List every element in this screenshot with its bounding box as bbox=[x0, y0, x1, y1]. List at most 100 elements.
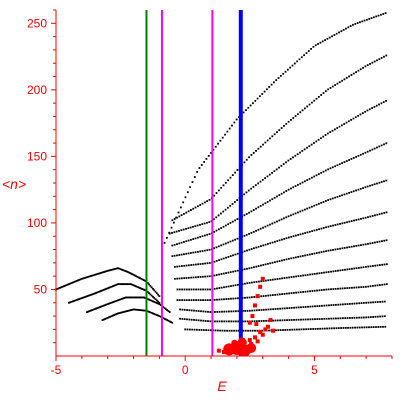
data-point bbox=[370, 326, 373, 329]
data-point bbox=[163, 241, 166, 244]
data-point bbox=[111, 314, 114, 317]
data-point bbox=[367, 285, 370, 288]
data-point bbox=[200, 319, 202, 322]
data-point bbox=[199, 250, 202, 253]
data-point bbox=[327, 288, 330, 291]
data-point bbox=[123, 297, 126, 299]
data-point bbox=[178, 229, 180, 232]
data-point bbox=[84, 276, 87, 279]
data-point bbox=[283, 307, 286, 310]
data-point bbox=[380, 181, 383, 183]
data-point bbox=[290, 306, 293, 309]
data-point bbox=[194, 276, 197, 279]
data-point bbox=[105, 303, 108, 306]
data-point bbox=[119, 311, 122, 314]
data-point bbox=[219, 329, 222, 332]
data-point bbox=[294, 115, 297, 117]
data-point bbox=[279, 75, 282, 77]
data-point bbox=[204, 288, 207, 291]
data-point bbox=[319, 41, 322, 44]
data-point bbox=[277, 329, 280, 332]
data-point bbox=[219, 139, 222, 142]
data-point bbox=[124, 296, 127, 299]
data-point bbox=[334, 270, 337, 272]
data-point bbox=[292, 256, 295, 259]
data-point bbox=[251, 281, 253, 284]
data-point bbox=[214, 311, 216, 313]
data-point bbox=[181, 299, 184, 302]
data-point bbox=[339, 222, 341, 225]
data-point bbox=[338, 125, 341, 128]
data-point bbox=[234, 320, 237, 323]
data-point bbox=[271, 241, 274, 244]
data-point bbox=[358, 316, 361, 319]
highlight-point bbox=[224, 346, 229, 351]
data-point bbox=[158, 295, 161, 298]
data-point bbox=[251, 309, 254, 312]
data-point bbox=[338, 31, 340, 34]
data-point bbox=[195, 328, 198, 331]
data-point bbox=[371, 61, 374, 64]
data-point bbox=[202, 310, 205, 313]
data-point bbox=[190, 209, 192, 211]
data-point bbox=[180, 241, 183, 244]
data-point bbox=[171, 232, 173, 234]
data-point bbox=[357, 218, 360, 221]
data-point bbox=[266, 200, 269, 203]
data-point bbox=[378, 264, 381, 266]
data-point bbox=[311, 273, 314, 276]
data-point bbox=[192, 207, 195, 210]
data-point bbox=[274, 278, 277, 281]
data-point bbox=[369, 63, 371, 65]
data-point bbox=[348, 287, 351, 289]
data-point bbox=[371, 184, 374, 186]
data-point bbox=[276, 220, 278, 223]
data-point bbox=[369, 242, 372, 245]
data-point bbox=[246, 282, 249, 285]
data-point bbox=[314, 305, 316, 308]
data-point bbox=[245, 233, 248, 236]
data-point bbox=[114, 300, 117, 303]
band-curve bbox=[179, 315, 386, 323]
data-point bbox=[215, 259, 218, 262]
data-point bbox=[159, 315, 162, 318]
data-point bbox=[377, 14, 380, 17]
data-point bbox=[181, 288, 184, 291]
data-point bbox=[228, 127, 231, 130]
data-point bbox=[247, 329, 249, 332]
data-point bbox=[342, 28, 345, 31]
data-point bbox=[278, 239, 281, 242]
data-point bbox=[364, 186, 367, 189]
data-point bbox=[374, 214, 376, 217]
data-point bbox=[334, 196, 337, 199]
data-point bbox=[229, 204, 232, 207]
data-point bbox=[281, 307, 284, 310]
data-point bbox=[316, 318, 319, 320]
data-point bbox=[374, 241, 376, 244]
data-point bbox=[183, 318, 186, 321]
data-point bbox=[375, 15, 378, 18]
data-point bbox=[128, 271, 131, 274]
data-point bbox=[148, 298, 150, 301]
data-point bbox=[253, 247, 255, 250]
data-point bbox=[271, 171, 273, 174]
data-point bbox=[185, 252, 188, 255]
data-point bbox=[269, 223, 271, 226]
data-point bbox=[350, 158, 353, 160]
data-point bbox=[126, 270, 128, 273]
data-point bbox=[373, 16, 375, 19]
data-point bbox=[80, 277, 83, 280]
data-point bbox=[200, 164, 203, 166]
x-tick-label: 0 bbox=[182, 363, 189, 377]
data-point bbox=[234, 238, 237, 241]
data-point bbox=[225, 272, 227, 274]
data-point bbox=[332, 248, 334, 251]
highlight-point bbox=[260, 332, 265, 337]
data-point bbox=[111, 268, 114, 271]
data-point bbox=[267, 319, 270, 322]
data-point bbox=[153, 300, 156, 303]
data-point bbox=[229, 240, 232, 243]
data-point bbox=[210, 151, 212, 154]
data-point bbox=[123, 310, 126, 313]
data-point bbox=[110, 301, 113, 304]
